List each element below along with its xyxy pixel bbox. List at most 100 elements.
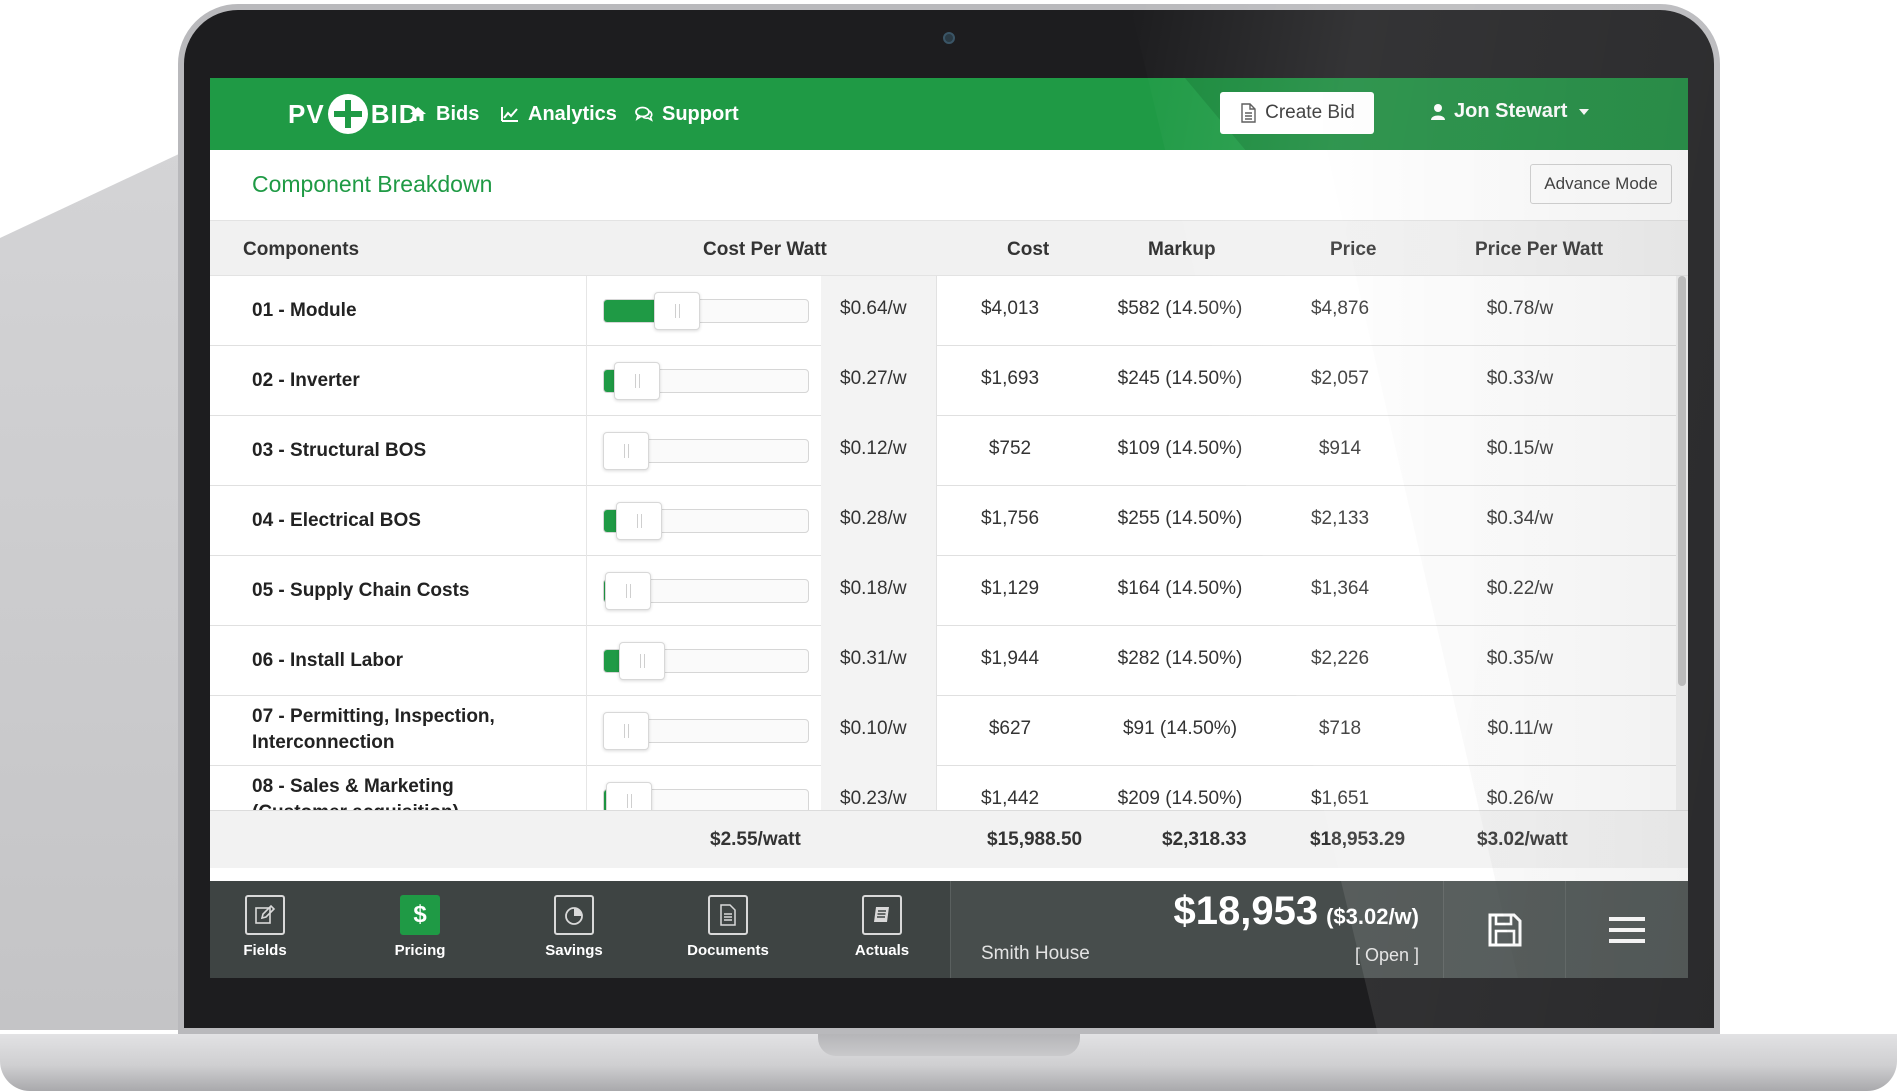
header-cost-per-watt: Cost Per Watt [703, 239, 827, 260]
markup-value: $109 (14.50%) [1117, 438, 1243, 459]
markup-value: $582 (14.50%) [1117, 298, 1243, 319]
tool-actuals[interactable]: Actuals [827, 895, 937, 959]
table-row: 08 - Sales & Marketing (Customer acquisi… [210, 766, 1676, 810]
table-row: 02 - Inverter $0.27/w $1,693 $245 (14.50… [210, 346, 1676, 416]
markup-value: $282 (14.50%) [1117, 648, 1243, 669]
total-cost: $15,988.50 [987, 829, 1083, 850]
component-table-body: 01 - Module $0.64/w $4,013 $582 (14.50%)… [210, 276, 1676, 810]
cost-value: $4,013 [980, 298, 1040, 319]
bottom-toolbar: Fields $ Pricing Savings Documents [210, 881, 1688, 978]
header-markup: Markup [1148, 239, 1216, 260]
cost-slider-handle[interactable] [603, 432, 649, 470]
component-name: 07 - Permitting, Inspection, Interconnec… [252, 706, 495, 753]
markup-value: $91 (14.50%) [1122, 718, 1238, 739]
table-row: 06 - Install Labor $0.31/w $1,944 $282 (… [210, 626, 1676, 696]
bid-summary: Smith House $18,953 ($3.02/w) [ Open ] [950, 881, 1443, 978]
cpw-value-cell [821, 626, 937, 696]
price-per-watt-value: $0.35/w [1486, 648, 1554, 669]
cost-per-watt-value: $0.12/w [840, 438, 907, 459]
cost-slider-track[interactable] [603, 299, 809, 323]
cpw-slider-cell [586, 766, 821, 810]
cost-per-watt-value: $0.18/w [840, 578, 907, 599]
cpw-value-cell [821, 766, 937, 810]
pvbid-logo[interactable]: PV BID [288, 94, 418, 134]
price-per-watt-value: $0.26/w [1486, 788, 1554, 809]
nav-analytics-label: Analytics [528, 102, 617, 125]
tool-savings[interactable]: Savings [519, 895, 629, 959]
tool-documents[interactable]: Documents [673, 895, 783, 959]
header-cost: Cost [1007, 239, 1050, 260]
tool-fields-label: Fields [243, 942, 287, 959]
table-scrollbar[interactable] [1676, 276, 1688, 810]
cost-slider-handle[interactable] [604, 572, 651, 610]
cpw-slider-cell [586, 276, 821, 346]
price-value: $2,057 [1310, 368, 1370, 389]
cost-slider-handle[interactable] [614, 362, 661, 400]
bid-status: [ Open ] [1354, 945, 1419, 965]
cpw-slider-cell [586, 486, 821, 556]
nav-analytics[interactable]: Analytics [500, 100, 617, 128]
price-per-watt-value: $0.22/w [1486, 578, 1554, 599]
edit-form-icon [245, 895, 285, 935]
markup-value: $209 (14.50%) [1117, 788, 1243, 809]
floppy-disk-icon [1488, 913, 1521, 946]
price-value: $1,364 [1310, 578, 1370, 599]
cost-per-watt-value: $0.64/w [840, 298, 907, 319]
create-bid-button[interactable]: Create Bid [1220, 92, 1374, 134]
price-value: $718 [1318, 718, 1362, 739]
home-icon [410, 107, 426, 121]
price-value: $1,651 [1310, 788, 1370, 809]
header-price: Price [1330, 239, 1377, 260]
cost-slider-handle[interactable] [654, 292, 701, 330]
cost-per-watt-value: $0.27/w [840, 368, 907, 389]
cost-slider-handle[interactable] [619, 642, 665, 680]
nav-support-label: Support [662, 102, 739, 125]
scrollbar-thumb[interactable] [1678, 276, 1686, 686]
total-markup: $2,318.33 [1162, 829, 1247, 850]
cost-slider-handle[interactable] [615, 502, 662, 540]
cost-slider-handle[interactable] [603, 712, 649, 750]
cost-per-watt-value: $0.10/w [840, 718, 907, 739]
nav-support[interactable]: Support [634, 100, 739, 128]
document-icon [1241, 103, 1256, 123]
user-menu[interactable]: Jon Stewart [1430, 100, 1590, 123]
cpw-value-cell [821, 416, 937, 486]
bid-price-per-watt: ($3.02/w) [1326, 904, 1419, 929]
tool-savings-label: Savings [545, 942, 603, 959]
cpw-value-cell [821, 696, 937, 766]
document-icon [708, 895, 748, 935]
page-title: Component Breakdown [252, 171, 493, 197]
nav-bids-label: Bids [436, 102, 480, 125]
cpw-slider-cell [586, 346, 821, 416]
cost-slider-handle[interactable] [606, 782, 653, 810]
webcam [943, 32, 955, 44]
line-chart-icon [501, 107, 518, 122]
tool-pricing[interactable]: $ Pricing [365, 895, 475, 959]
cpw-slider-cell [586, 416, 821, 486]
price-per-watt-value: $0.15/w [1486, 438, 1554, 459]
menu-button[interactable] [1565, 881, 1688, 978]
component-name: 01 - Module [252, 300, 357, 321]
price-value: $2,226 [1310, 648, 1370, 669]
cost-value: $1,944 [980, 648, 1040, 669]
nav-bids[interactable]: Bids [408, 100, 479, 128]
advance-mode-button[interactable]: Advance Mode [1530, 164, 1672, 204]
component-name: 08 - Sales & Marketing (Customer acquisi… [252, 776, 459, 810]
markup-value: $245 (14.50%) [1117, 368, 1243, 389]
cost-per-watt-value: $0.28/w [840, 508, 907, 529]
component-name: 03 - Structural BOS [252, 440, 427, 461]
cost-value: $1,756 [980, 508, 1040, 529]
hamburger-menu-icon [1609, 916, 1645, 943]
tool-fields[interactable]: Fields [210, 895, 320, 959]
cpw-slider-cell [586, 626, 821, 696]
table-row: 03 - Structural BOS $0.12/w $752 $109 (1… [210, 416, 1676, 486]
dollar-icon: $ [400, 895, 440, 935]
logo-text-left: PV [288, 98, 325, 129]
save-button[interactable] [1443, 881, 1565, 978]
table-row: 07 - Permitting, Inspection, Interconnec… [210, 696, 1676, 766]
bid-total-price: $18,953 ($3.02/w) [1173, 889, 1419, 934]
cost-per-watt-value: $0.23/w [840, 788, 907, 809]
price-per-watt-value: $0.33/w [1486, 368, 1554, 389]
price-per-watt-value: $0.11/w [1487, 718, 1553, 739]
